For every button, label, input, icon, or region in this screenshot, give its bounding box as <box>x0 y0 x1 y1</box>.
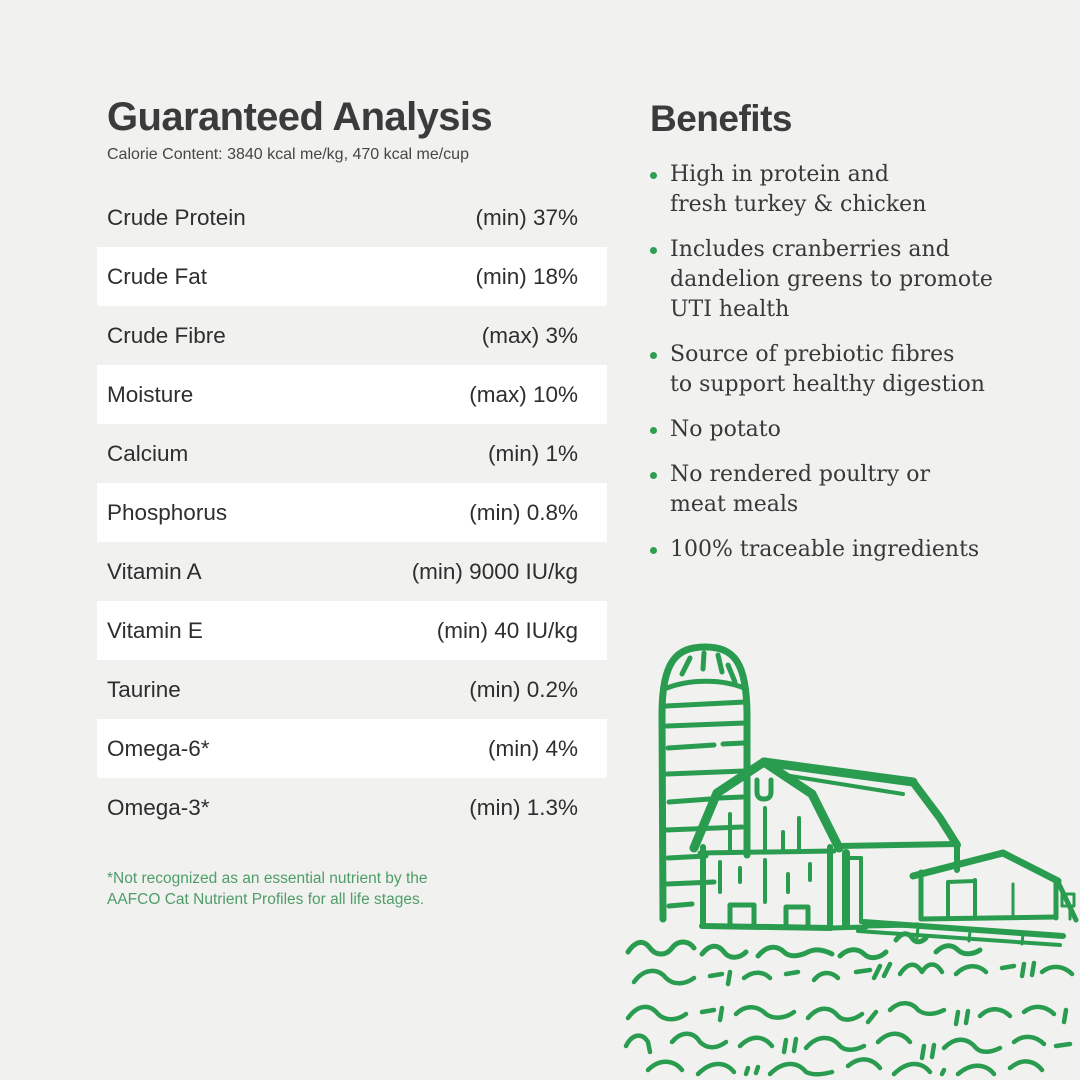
benefit-text: No potato <box>670 417 781 442</box>
nutrient-label: Vitamin A <box>107 558 202 584</box>
table-row: Crude Fibre (max) 3% <box>97 306 607 365</box>
table-row: Crude Fat (min) 18% <box>97 247 607 306</box>
nutrient-label: Phosphorus <box>107 499 228 525</box>
bullet-icon <box>650 247 657 254</box>
bullet-icon <box>650 472 657 479</box>
barn-silo-svg <box>623 643 1079 1077</box>
nutrient-label: Taurine <box>107 676 181 702</box>
nutrient-label: Crude Fibre <box>107 322 226 348</box>
benefit-item: High in protein and fresh turkey & chick… <box>650 160 1020 220</box>
table-row: Taurine (min) 0.2% <box>97 660 607 719</box>
benefit-item: Source of prebiotic fibres to support he… <box>650 340 1020 400</box>
nutrient-label: Omega-6* <box>107 735 210 761</box>
nutrient-value: (min) 40 IU/kg <box>436 617 578 643</box>
nutrient-label: Crude Fat <box>107 263 208 289</box>
calorie-content-text: Calorie Content: 3840 kcal me/kg, 470 kc… <box>107 146 469 163</box>
benefit-text: No rendered poultry or meat meals <box>670 462 930 517</box>
bullet-icon <box>650 547 657 554</box>
nutrient-label: Omega-3* <box>107 794 210 820</box>
benefit-item: No rendered poultry or meat meals <box>650 460 1020 520</box>
benefits-title: Benefits <box>650 98 792 139</box>
nutrient-value: (min) 4% <box>487 735 578 761</box>
nutrient-value: (min) 1.3% <box>469 794 578 820</box>
table-row: Vitamin A (min) 9000 IU/kg <box>97 542 607 601</box>
barn-silo-illustration <box>618 622 1080 1078</box>
nutrient-value: (min) 0.8% <box>469 499 578 525</box>
bullet-icon <box>650 427 657 434</box>
table-row: Vitamin E (min) 40 IU/kg <box>97 601 607 660</box>
bullet-icon <box>650 352 657 359</box>
nutrient-value: (min) 37% <box>475 204 578 230</box>
nutrient-value: (min) 1% <box>487 440 578 466</box>
table-row: Phosphorus (min) 0.8% <box>97 483 607 542</box>
benefit-item: 100% traceable ingredients <box>650 535 1020 565</box>
nutrient-value: (min) 9000 IU/kg <box>411 558 578 584</box>
nutrient-label: Moisture <box>107 381 194 407</box>
aafco-footnote: *Not recognized as an essential nutrient… <box>107 870 428 908</box>
nutrient-label: Crude Protein <box>107 204 246 230</box>
table-row: Moisture (max) 10% <box>97 365 607 424</box>
table-row: Omega-6* (min) 4% <box>97 719 607 778</box>
nutrient-label: Vitamin E <box>107 617 203 643</box>
nutrient-value: (max) 10% <box>469 381 578 407</box>
benefit-text: 100% traceable ingredients <box>670 537 980 562</box>
nutrient-value: (min) 18% <box>475 263 578 289</box>
nutrient-value: (max) 3% <box>481 322 578 348</box>
analysis-title: Guaranteed Analysis <box>107 95 493 139</box>
table-row: Omega-3* (min) 1.3% <box>97 778 607 837</box>
benefit-text: Includes cranberries and dandelion green… <box>670 237 993 322</box>
benefits-section: Benefits High in protein and fresh turke… <box>650 98 1020 580</box>
benefit-item: No potato <box>650 415 1020 445</box>
benefit-item: Includes cranberries and dandelion green… <box>650 235 1020 325</box>
benefit-text: High in protein and fresh turkey & chick… <box>670 162 927 217</box>
table-row: Crude Protein (min) 37% <box>97 188 607 247</box>
benefit-text: Source of prebiotic fibres to support he… <box>670 342 985 397</box>
benefits-list: High in protein and fresh turkey & chick… <box>650 160 1020 565</box>
guaranteed-analysis-section: Guaranteed Analysis Calorie Content: 384… <box>97 94 607 911</box>
table-row: Calcium (min) 1% <box>97 424 607 483</box>
analysis-table: Crude Protein (min) 37% Crude Fat (min) … <box>97 188 607 837</box>
bullet-icon <box>650 172 657 179</box>
nutrient-value: (min) 0.2% <box>469 676 578 702</box>
nutrient-label: Calcium <box>107 440 189 466</box>
